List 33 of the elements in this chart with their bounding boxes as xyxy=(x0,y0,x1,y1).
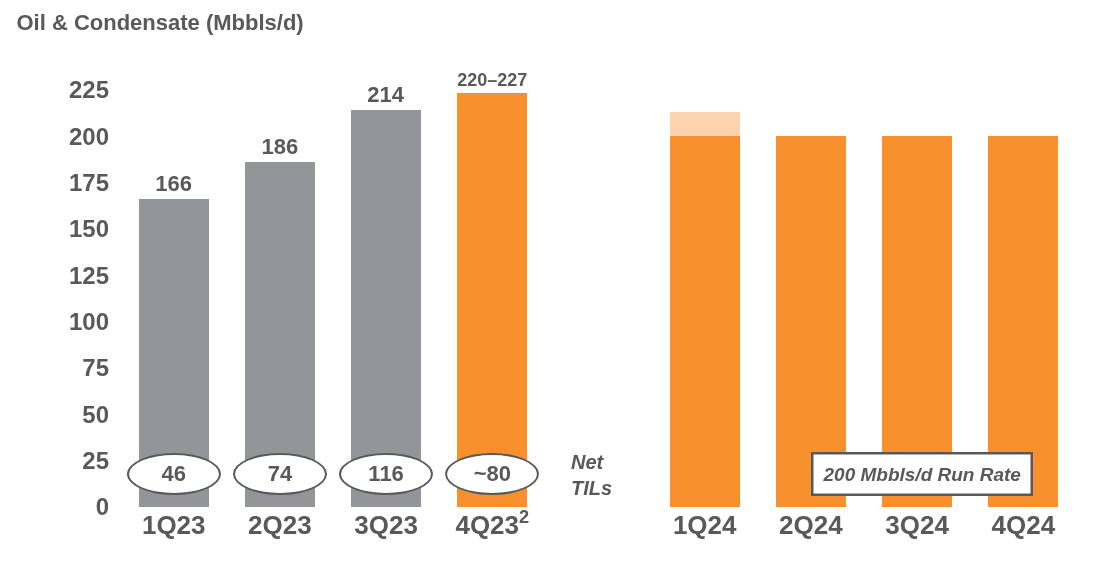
x-tick-label: 4Q23$^{2}$ xyxy=(455,507,530,540)
y-tick-label: 175 xyxy=(68,169,109,197)
y-tick-label: 125 xyxy=(68,261,109,289)
annotation: 46 xyxy=(161,460,186,487)
annotation: ~80 xyxy=(473,460,511,487)
chart-title: Oil & Condensate (Mbbls/d) xyxy=(16,9,304,35)
annotation: 116 xyxy=(368,460,404,487)
data-label: 220–227 xyxy=(457,69,528,90)
y-tick-label: 0 xyxy=(95,493,109,521)
data-label: 166 xyxy=(155,171,193,197)
x-tick-label: 2Q23 xyxy=(248,510,312,540)
data-label: 214 xyxy=(367,82,405,108)
x-tick-label: 3Q23 xyxy=(354,510,418,540)
x-tick-label: 3Q24 xyxy=(885,510,950,540)
y-tick-label: 200 xyxy=(68,122,109,150)
bar xyxy=(457,92,528,507)
x-tick-label: 1Q23 xyxy=(141,510,206,540)
annotation: Net TILs xyxy=(571,451,613,499)
bar xyxy=(669,112,740,137)
x-tick-label: 1Q24 xyxy=(672,510,738,540)
y-tick-label: 100 xyxy=(68,308,109,336)
data-label: 186 xyxy=(261,134,299,160)
x-tick-label: 2Q24 xyxy=(779,510,844,540)
annotation: 74 xyxy=(267,460,293,487)
y-tick-label: 225 xyxy=(68,76,109,104)
x-tick-label: 4Q24 xyxy=(991,510,1056,540)
bar xyxy=(351,110,422,507)
y-tick-label: 25 xyxy=(82,447,109,475)
annotation: 200 Mbbls/d Run Rate xyxy=(822,463,1022,485)
y-tick-label: 150 xyxy=(68,215,109,243)
y-tick-label: 50 xyxy=(82,400,109,428)
y-tick-label: 75 xyxy=(82,354,109,382)
bar xyxy=(669,136,740,507)
